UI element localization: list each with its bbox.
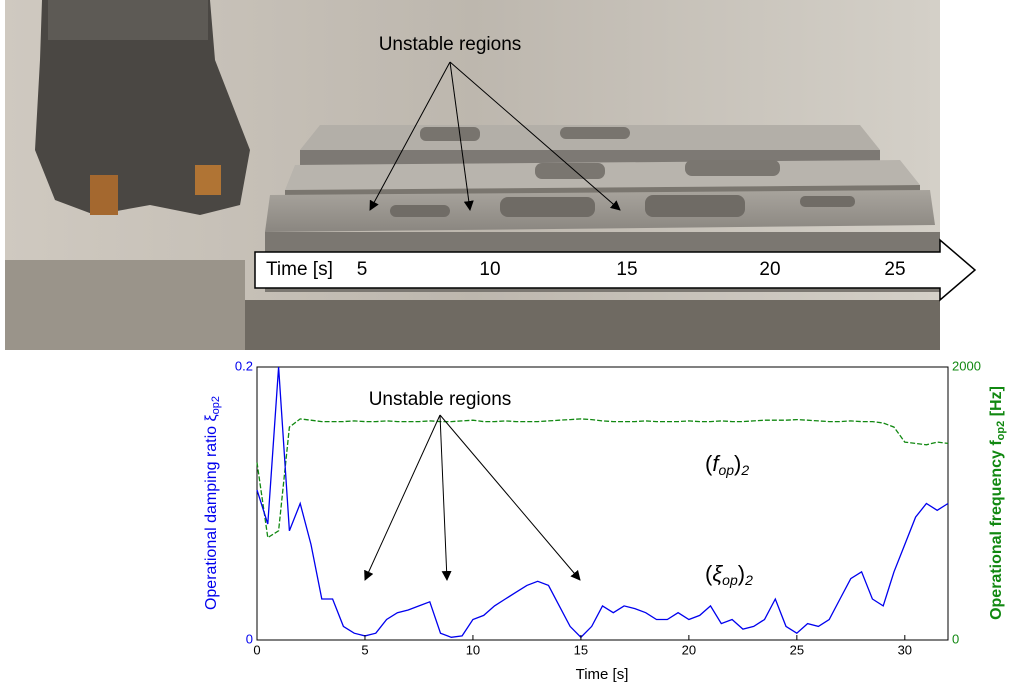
plot-area — [256, 366, 949, 641]
y2-axis-label: Operational frequency fop2 [Hz] — [988, 386, 1007, 620]
y2-tick-label: 2000 — [952, 358, 981, 373]
y-label-sub: op2 — [210, 396, 222, 414]
x-tick-label: 25 — [790, 642, 804, 657]
s0-index: 2 — [740, 462, 749, 478]
x-tick-label: 15 — [574, 642, 588, 657]
y2-tick-label: 0 — [952, 631, 959, 646]
y-label-text: Operational damping ratio ξ — [203, 414, 220, 610]
s1-index: 2 — [744, 572, 753, 588]
s1-sub: op — [722, 572, 738, 588]
s1-open: ( — [705, 561, 713, 586]
photo-annotation: Unstable regions — [379, 34, 522, 55]
x-tick-label: 10 — [466, 642, 480, 657]
series-label: (ξop)2 — [705, 561, 753, 588]
time-mark: 5 — [357, 259, 368, 280]
x-tick-label: 30 — [898, 642, 912, 657]
x-tick-label: 5 — [361, 642, 368, 657]
time-mark: 10 — [479, 259, 500, 280]
y2-label-end: [Hz] — [988, 386, 1005, 421]
s1-close: ) — [738, 561, 745, 586]
y2-label-text: Operational frequency f — [988, 440, 1005, 620]
time-label: Time [s] — [266, 259, 333, 280]
y-tick-label: 0.2 — [235, 358, 253, 373]
s1-symbol: ξ — [712, 561, 723, 586]
y2-label-sub: op2 — [995, 421, 1007, 441]
time-mark: 25 — [884, 259, 905, 280]
x-tick-label: 20 — [682, 642, 696, 657]
s0-symbol: f — [712, 451, 721, 476]
series-line — [256, 366, 949, 639]
y-tick-label: 0 — [246, 631, 253, 646]
s0-sub: op — [718, 462, 734, 478]
y-axis-label: Operational damping ratio ξop2 — [203, 396, 222, 610]
x-tick-label: 0 — [253, 642, 260, 657]
x-axis-label: Time [s] — [576, 666, 629, 683]
time-mark: 20 — [759, 259, 780, 280]
series-label: (fop)2 — [705, 451, 749, 478]
plot — [256, 366, 949, 639]
time-mark: 15 — [616, 259, 637, 280]
chart-annotation: Unstable regions — [369, 389, 512, 410]
s0-open: ( — [705, 451, 713, 476]
s0-close: ) — [734, 451, 741, 476]
photo: Unstable regions Time [s] — [5, 0, 977, 350]
